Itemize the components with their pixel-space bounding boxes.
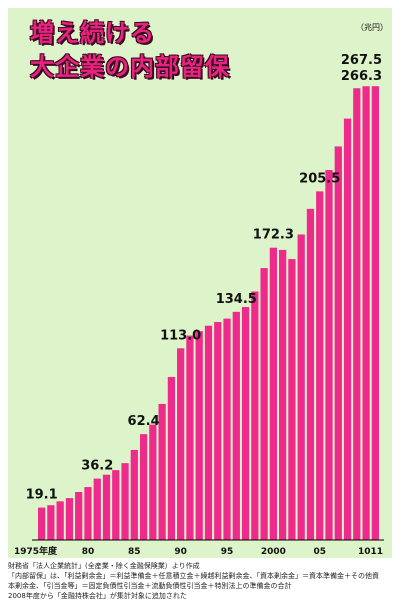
bar-78: [65, 498, 74, 540]
data-labels: 19.1 36.2 62.4 113.0 134.5 172.3 205.5 266.3267…: [26, 53, 382, 502]
bar-09: [353, 88, 361, 541]
data-label-2000: 172.3: [253, 228, 294, 243]
bar-10: [362, 86, 370, 541]
bar-series: [38, 86, 379, 541]
bar-93: [204, 325, 213, 540]
data-label-90: 113.0: [160, 328, 201, 343]
data-label-86: 62.4: [128, 414, 160, 429]
bar-81: [93, 478, 101, 540]
bar-86: [139, 434, 148, 540]
bar-08: [343, 118, 352, 541]
data-label-10: 266.3: [341, 69, 382, 84]
bar-96: [232, 311, 240, 540]
bar-11: [371, 86, 379, 541]
tick-label-90: 90: [174, 547, 187, 557]
title-line-2: 大企業の内部留保: [30, 53, 230, 81]
bar-97: [241, 307, 250, 540]
note-definition-1: 「内部留保」は、「利益剰余金」＝利益準備金＋任意積立金＋繰越利益剰余金、「資本剰…: [8, 572, 379, 580]
bar-07: [334, 146, 342, 540]
tick-label-95: 95: [221, 547, 234, 557]
bar-85: [130, 449, 138, 540]
data-label-81: 36.2: [81, 459, 113, 474]
data-label-1975年度: 19.1: [26, 488, 58, 503]
bar-76: [47, 505, 55, 540]
bar-06: [325, 170, 333, 540]
bar-2000: [269, 247, 277, 540]
bar-94: [214, 322, 222, 540]
tick-label-2000: 2000: [261, 547, 286, 557]
bar-01: [279, 249, 287, 540]
note-source: 財務省「法人企業統計」(全産業・除く金融保険業）より作成: [8, 562, 200, 570]
tick-label-85: 85: [128, 547, 141, 557]
bar-02: [288, 259, 296, 540]
x-axis-ticks: 1975年度 80 85 90 95 2000 05 1011: [14, 545, 383, 557]
note-definition-2: 本剰余金、「引当金等」＝固定負債性引当金＋流動負債性引当金＋特別法上の準備金の合…: [8, 582, 292, 590]
data-label-11: 267.5: [341, 53, 382, 68]
bar-90: [177, 348, 185, 540]
bar-1975年度: [38, 507, 46, 540]
note-coverage: 2008年度から「金融持株会社」が集計対象に追加された: [8, 592, 187, 600]
chart-title: 増え続ける 大企業の内部留保: [30, 16, 230, 84]
bar-79: [75, 491, 83, 540]
title-line-1: 増え続ける: [30, 19, 155, 47]
bar-87: [149, 424, 157, 540]
bar-03: [297, 234, 305, 540]
bar-92: [195, 331, 203, 540]
bar-88: [158, 403, 166, 540]
bar-83: [112, 470, 120, 540]
bar-77: [56, 501, 64, 540]
unit-label: （兆円）: [356, 23, 388, 32]
bar-95: [223, 318, 231, 540]
bar-82: [102, 474, 111, 540]
bar-chart: 19.1 36.2 62.4 113.0 134.5 172.3 205.5 266.3267…: [14, 53, 384, 557]
bar-91: [186, 335, 194, 540]
bar-98: [251, 291, 259, 540]
tick-label-1975年度: 1975年度: [14, 545, 58, 557]
data-label-05: 205.5: [299, 171, 340, 186]
data-label-96: 134.5: [216, 292, 257, 307]
tick-label-1011: 1011: [358, 547, 383, 557]
tick-label-80: 80: [82, 547, 95, 557]
bar-89: [167, 376, 176, 540]
bar-04: [306, 208, 315, 541]
bar-99: [260, 268, 268, 540]
bar-05: [316, 191, 324, 540]
footnotes: 財務省「法人企業統計」(全産業・除く金融保険業）より作成 「内部留保」は、「利益…: [8, 561, 394, 601]
bar-80: [84, 487, 92, 540]
tick-label-05: 05: [313, 547, 326, 557]
bar-84: [121, 463, 129, 540]
